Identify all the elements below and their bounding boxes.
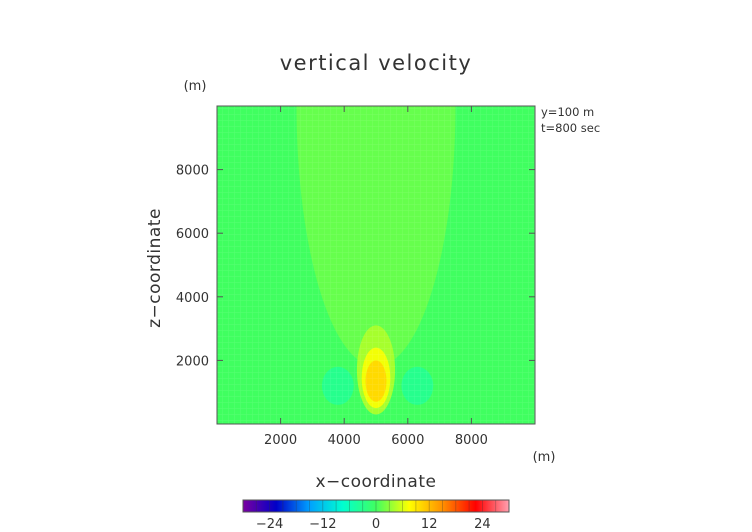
colorbar-tick-label: −24 [256, 517, 283, 532]
z-unit-label: (m) [184, 79, 207, 94]
x-tick-label: 4000 [328, 433, 361, 448]
chart-title: vertical velocity [280, 51, 473, 75]
annotation-y: y=100 m [541, 105, 594, 119]
x-unit-label: (m) [533, 450, 556, 465]
colorbar-tick-label: 24 [474, 517, 491, 532]
y-tick-label: 4000 [176, 291, 209, 306]
y-tick-label: 6000 [176, 227, 209, 242]
x-tick-label: 2000 [264, 433, 297, 448]
colorbar-gradient [243, 500, 509, 512]
colorbar: −24 −12 0 12 24 [242, 499, 510, 532]
annotation-t: t=800 sec [541, 121, 600, 135]
x-axis-label: x−coordinate [316, 472, 437, 492]
axis-ticks: 2000 4000 6000 8000 2000 4000 6000 8000 [176, 106, 535, 448]
colorbar-tick-label: 0 [372, 517, 380, 532]
y-tick-label: 2000 [176, 354, 209, 369]
y-tick-label: 8000 [176, 164, 209, 179]
x-tick-label: 8000 [455, 433, 488, 448]
plot-frame [216, 105, 536, 425]
colorbar-frame [242, 499, 510, 513]
colorbar-tick-label: −12 [309, 517, 336, 532]
colorbar-tick-label: 12 [421, 517, 438, 532]
mesh-overlay [217, 106, 535, 424]
y-axis-label: z−coordinate [145, 208, 165, 328]
x-tick-label: 6000 [391, 433, 424, 448]
